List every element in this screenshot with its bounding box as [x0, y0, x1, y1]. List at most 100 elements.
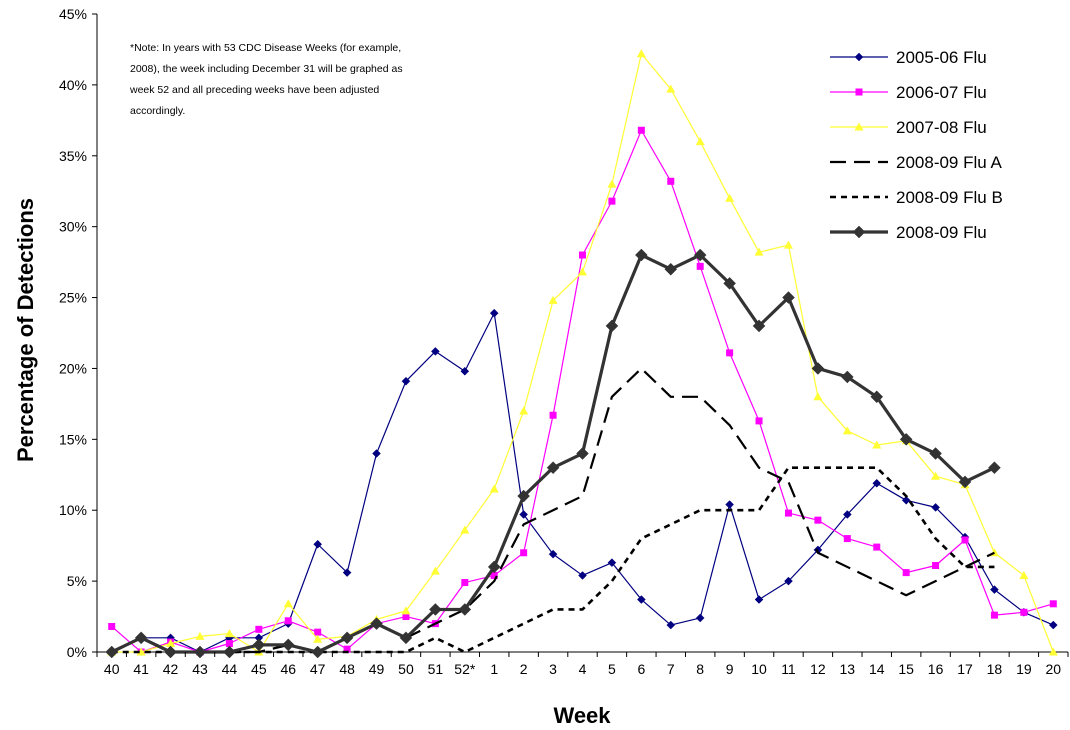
- data-point: [811, 362, 825, 375]
- data-point: [723, 277, 736, 290]
- data-point: [255, 625, 263, 633]
- data-point: [224, 629, 234, 638]
- legend-label: 2008-09 Flu B: [896, 188, 1003, 207]
- data-point: [579, 251, 586, 259]
- legend-item: 2006-07 Flu: [830, 83, 987, 102]
- data-point: [223, 645, 236, 659]
- legend-item: 2008-09 Flu: [830, 223, 987, 242]
- data-point: [166, 638, 176, 647]
- legend: 2005-06 Flu 2006-07 Flu 2007-08 Flu 2008-09…: [830, 48, 1003, 242]
- legend-label: 2008-09 Flu: [896, 223, 987, 242]
- data-point: [490, 571, 498, 579]
- series-2007-08-flu: [107, 49, 1058, 656]
- y-tick-label: 10%: [59, 502, 87, 518]
- data-point: [870, 390, 884, 404]
- data-point: [370, 617, 383, 630]
- y-tick-label: 0%: [67, 644, 87, 660]
- data-point: [664, 262, 678, 276]
- x-tick-label: 8: [696, 661, 704, 677]
- data-point: [108, 622, 116, 630]
- series-line: [111, 367, 995, 654]
- y-axis: 0% 5% 10% 15% 20% 25% 30% 35% 40% 45%: [59, 6, 97, 660]
- data-point: [458, 603, 472, 616]
- data-point: [855, 88, 863, 96]
- y-axis-title: Percentage of Detections: [13, 198, 38, 462]
- data-point: [460, 366, 470, 376]
- data-point: [342, 568, 352, 577]
- x-tick-label: 12: [810, 661, 826, 677]
- data-point: [431, 347, 440, 356]
- x-tick-label: 9: [726, 661, 734, 677]
- data-point: [637, 126, 645, 134]
- legend-item: 2008-09 Flu A: [830, 153, 1003, 172]
- series-2005-06-flu: [107, 308, 1058, 657]
- data-point: [164, 645, 177, 659]
- data-point: [136, 647, 146, 656]
- x-axis-title: Week: [553, 703, 611, 728]
- data-point: [696, 262, 704, 270]
- data-point: [1020, 608, 1028, 616]
- y-tick-label: 30%: [59, 219, 87, 235]
- legend-label: 2008-09 Flu A: [896, 153, 1003, 172]
- data-point: [314, 628, 322, 636]
- data-point: [430, 566, 440, 575]
- x-tick-label: 1: [490, 661, 498, 677]
- data-point: [852, 225, 866, 239]
- legend-item: 2007-08 Flu: [830, 118, 987, 137]
- note-line: accordingly.: [130, 105, 185, 117]
- series-2008-09-flu-a: [111, 367, 995, 654]
- x-tick-label: 50: [398, 661, 414, 677]
- data-point: [548, 295, 558, 304]
- x-tick-label: 13: [840, 661, 856, 677]
- data-point: [899, 432, 913, 446]
- data-point: [754, 247, 764, 256]
- data-point: [695, 137, 705, 146]
- y-tick-label: 25%: [59, 290, 87, 306]
- x-tick-label: 6: [637, 661, 645, 677]
- data-point: [519, 510, 529, 519]
- data-point: [634, 248, 648, 262]
- data-point: [842, 510, 852, 519]
- data-point: [931, 503, 940, 512]
- data-point: [667, 177, 675, 185]
- x-tick-label: 46: [280, 661, 296, 677]
- data-point: [252, 638, 266, 652]
- footnote: *Note: In years with 53 CDC Disease Week…: [129, 42, 403, 117]
- legend-label: 2006-07 Flu: [896, 83, 987, 102]
- plot-area: [96, 14, 1068, 653]
- data-point: [784, 576, 793, 586]
- data-point: [990, 611, 998, 619]
- data-point: [873, 543, 881, 551]
- y-tick-label: 40%: [59, 77, 87, 93]
- data-point: [842, 426, 852, 435]
- x-tick-label: 49: [369, 661, 385, 677]
- data-point: [854, 52, 864, 62]
- x-tick-label: 16: [928, 661, 944, 677]
- data-point: [990, 585, 999, 594]
- x-tick-label: 20: [1045, 661, 1061, 677]
- data-point: [958, 475, 972, 489]
- data-point: [517, 489, 531, 503]
- data-point: [343, 645, 351, 653]
- data-point: [843, 535, 851, 543]
- data-point: [872, 478, 882, 488]
- data-point: [576, 447, 589, 460]
- data-point: [1019, 570, 1029, 579]
- series-2008-09-flu: [105, 248, 1001, 659]
- data-point: [782, 291, 795, 304]
- legend-item: 2005-06 Flu: [830, 48, 987, 67]
- x-tick-label: 48: [339, 661, 355, 677]
- legend-label: 2005-06 Flu: [896, 48, 987, 67]
- x-tick-label: 4: [579, 661, 587, 677]
- data-point: [872, 440, 882, 449]
- data-point: [636, 49, 646, 58]
- data-point: [489, 308, 499, 318]
- data-point: [225, 639, 233, 647]
- x-tick-label: 18: [987, 661, 1003, 677]
- series-line: [111, 53, 1054, 653]
- x-tick-label: 51: [428, 661, 444, 677]
- note-line: week 52 and all preceding weeks have bee…: [129, 84, 379, 96]
- data-point: [340, 631, 354, 645]
- data-point: [605, 319, 619, 333]
- data-point: [725, 500, 734, 509]
